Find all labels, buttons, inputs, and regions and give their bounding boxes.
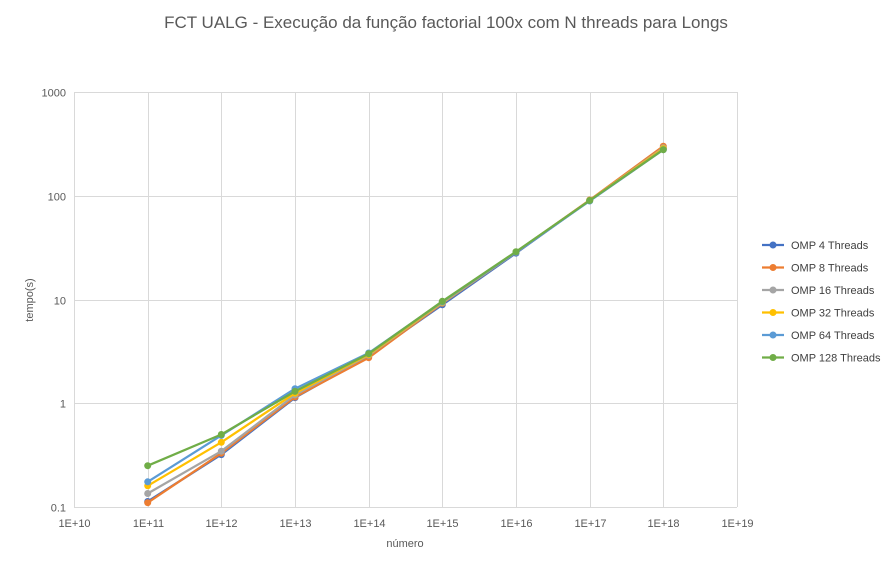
data-point xyxy=(144,478,152,486)
legend-label: OMP 128 Threads xyxy=(791,353,881,365)
legend-label: OMP 32 Threads xyxy=(791,308,875,320)
data-point xyxy=(586,197,594,204)
data-point xyxy=(659,146,667,154)
y-tick-label: 0.1 xyxy=(51,503,66,515)
y-tick-label: 10 xyxy=(54,296,66,308)
data-point xyxy=(291,387,299,395)
y-tick-label: 1000 xyxy=(42,88,66,100)
y-axis-title: tempo(s) xyxy=(24,278,36,321)
x-tick-label: 1E+12 xyxy=(205,518,237,530)
x-tick-label: 1E+15 xyxy=(426,518,458,530)
legend-item: OMP 4 Threads xyxy=(762,240,869,252)
legend-marker xyxy=(769,331,777,339)
legend-label: OMP 16 Threads xyxy=(791,285,875,297)
data-point xyxy=(217,438,225,446)
data-point xyxy=(144,462,152,470)
x-tick-label: 1E+16 xyxy=(500,518,532,530)
legend-item: OMP 32 Threads xyxy=(762,308,875,320)
x-tick-label: 1E+11 xyxy=(133,518,164,530)
data-point xyxy=(438,297,446,305)
legend-label: OMP 8 Threads xyxy=(791,263,869,275)
x-axis-title: número xyxy=(386,538,423,550)
x-tick-label: 1E+18 xyxy=(647,518,679,530)
tick-labels: 1E+10 1E+11 1E+12 1E+13 1E+14 1E+15 1E+16 1E+17… xyxy=(42,88,754,531)
legend-label: OMP 4 Threads xyxy=(791,240,869,252)
legend-marker xyxy=(769,309,777,316)
series xyxy=(144,146,667,470)
data-point xyxy=(217,431,225,438)
legend-marker xyxy=(769,354,777,361)
data-point xyxy=(144,499,152,507)
y-tick-label: 1 xyxy=(60,399,66,411)
legend-item: OMP 128 Threads xyxy=(762,353,881,365)
series-lines xyxy=(144,142,667,507)
data-point xyxy=(144,490,152,497)
x-tick-label: 1E+14 xyxy=(353,518,385,530)
legend-item: OMP 16 Threads xyxy=(762,285,875,297)
data-point xyxy=(365,350,373,358)
data-point xyxy=(217,447,225,455)
y-tick-label: 100 xyxy=(48,192,66,204)
x-tick-label: 1E+17 xyxy=(574,518,606,530)
legend-item: OMP 8 Threads xyxy=(762,263,869,275)
legend: OMP 4 Threads OMP 8 Threads OMP 16 Threads… xyxy=(762,240,881,365)
x-tick-label: 1E+10 xyxy=(58,518,90,530)
x-tick-label: 1E+13 xyxy=(279,518,311,530)
data-point xyxy=(512,248,520,256)
series-line xyxy=(147,148,664,467)
x-tick-label: 1E+19 xyxy=(721,518,753,530)
chart-title: FCT UALG - Execução da função factorial … xyxy=(164,13,728,32)
legend-marker xyxy=(769,286,777,294)
legend-marker xyxy=(769,264,777,271)
legend-item: OMP 64 Threads xyxy=(762,330,875,342)
legend-label: OMP 64 Threads xyxy=(791,330,875,342)
legend-marker xyxy=(769,241,777,249)
